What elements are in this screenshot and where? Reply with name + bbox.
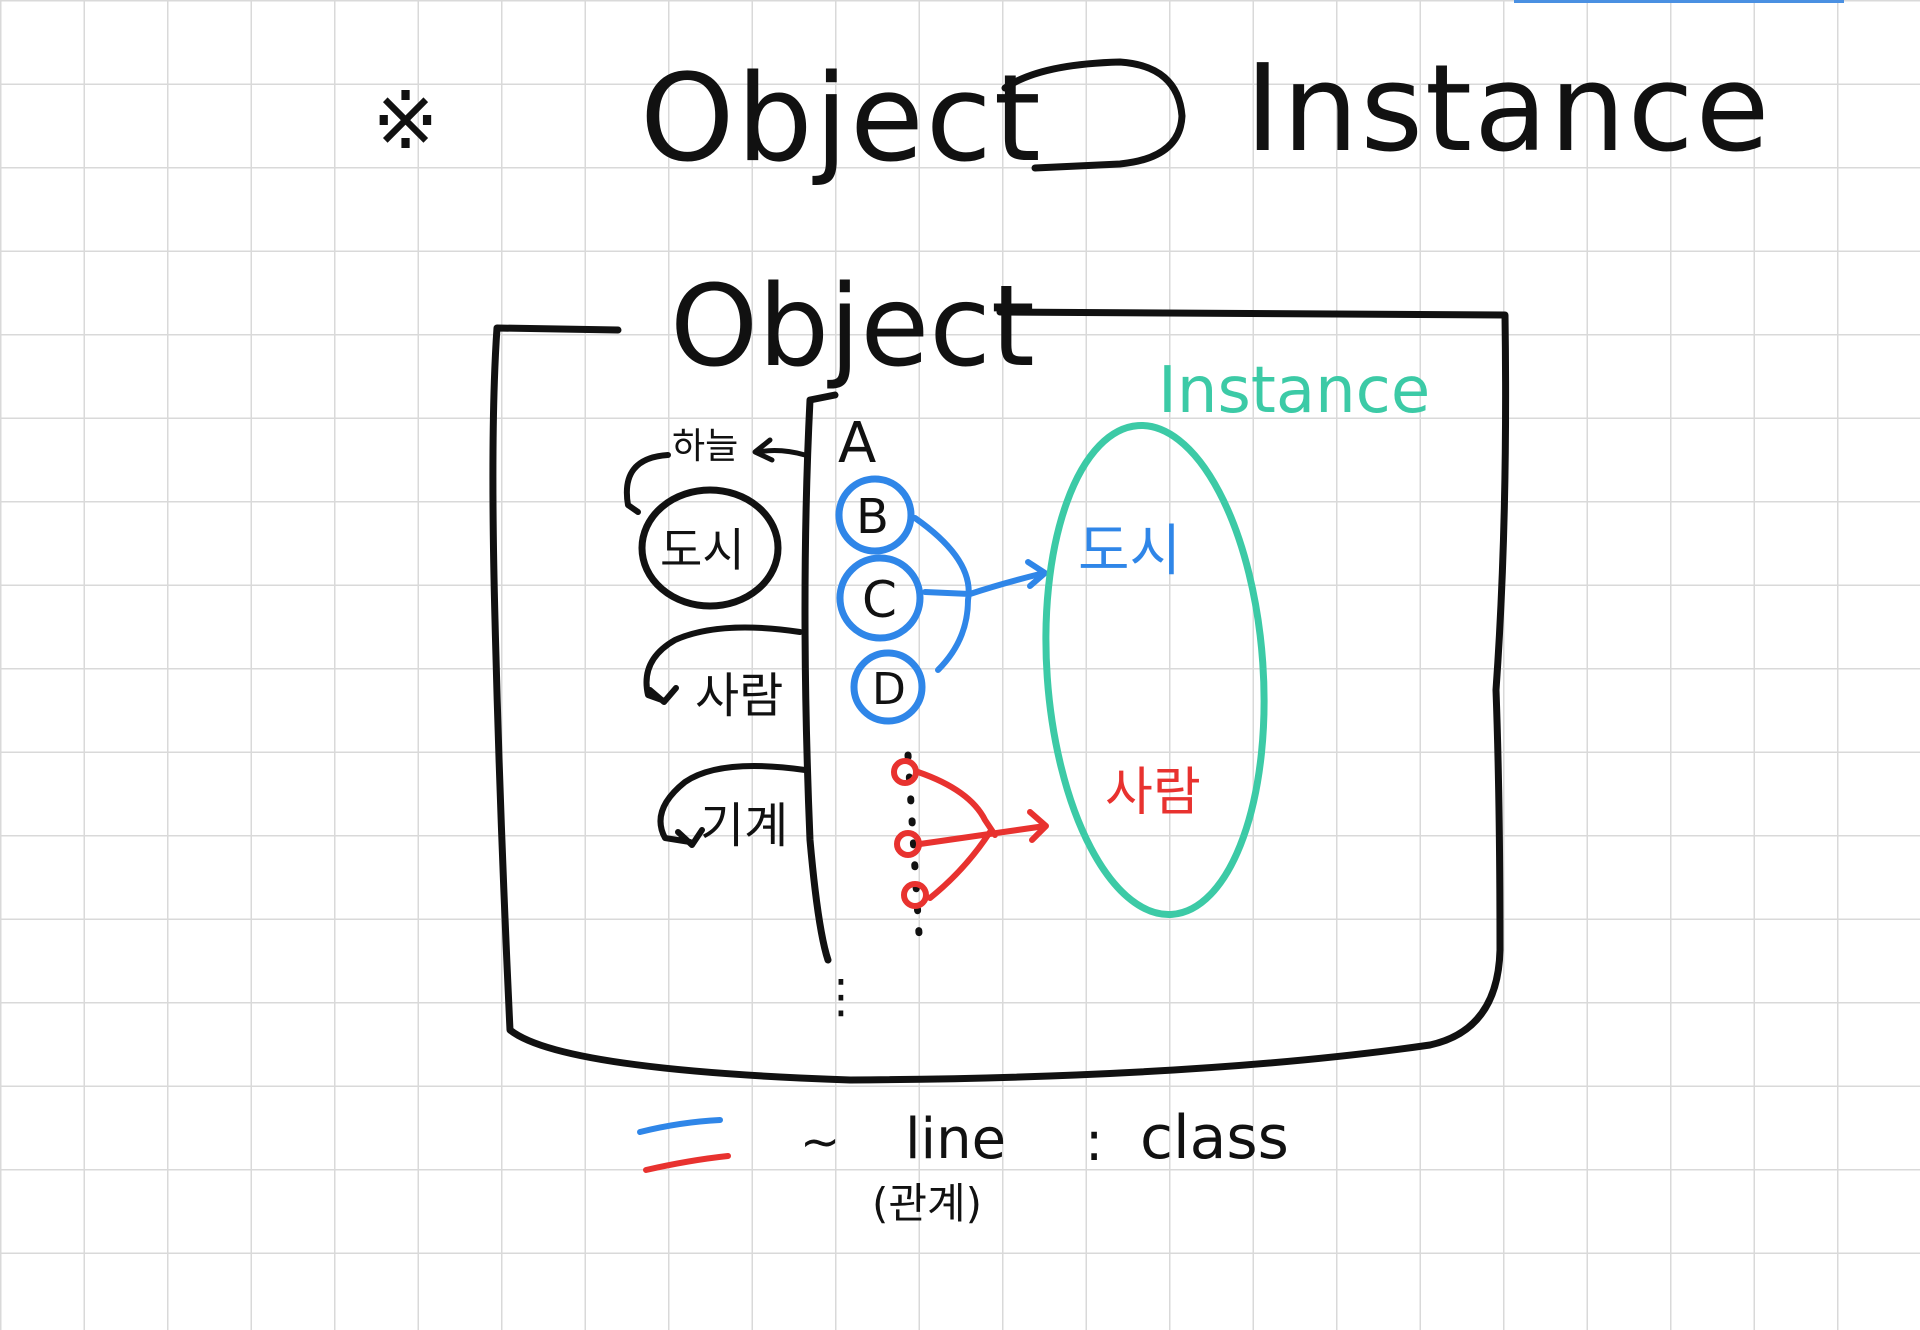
column-item-d: D [872,664,906,715]
left-list-item-arrow [643,624,803,705]
red-node [901,881,929,909]
object-box-label: Object [670,262,1035,392]
legend-blue-line [637,1117,723,1135]
left-list-item-arrow [657,763,808,848]
column-item-a: A [838,411,876,476]
left-list-header-hook [623,452,671,515]
column-ellipsis: ⋮ [818,969,864,1023]
left-list-item: 도시 [660,523,745,577]
left-list-header-arrow [752,437,808,463]
legend-relation-label: (관계) [872,1179,982,1228]
object-box-outline [489,308,1510,1084]
header-object-text: Object [640,50,1043,189]
blue-relation-brace [912,515,1043,673]
red-relation-arrowhead [1027,809,1049,843]
blue-relation-arrowhead [1025,559,1048,589]
instance-label: Instance [1158,354,1430,428]
superset-symbol [1001,58,1186,172]
left-list-item: 기계 [700,798,788,854]
top-scroll-indicator [1514,0,1844,3]
red-node [891,758,919,786]
left-list-item: 사람 [695,668,783,724]
legend-class-label: class [1140,1103,1289,1173]
reference-marker: ※ [372,74,439,167]
header-instance-text: Instance [1245,40,1771,179]
legend-line-label: line [905,1107,1006,1172]
instance-blue-item: 도시 [1078,519,1181,584]
legend-colon: : [1085,1110,1103,1173]
column-item-c-circle [836,554,924,642]
instance-ellipse [1042,421,1268,919]
column-item-b: B [856,489,889,545]
column-divider-line [801,391,839,964]
column-item-c: C [862,571,897,629]
column-item-d-circle [850,649,926,725]
legend-red-line [643,1153,731,1173]
left-list-item-circle [638,486,782,610]
column-item-b-circle [835,475,915,555]
red-relation-lines [915,769,1048,901]
instance-red-item: 사람 [1105,763,1201,823]
left-list-header: 하늘 [672,426,738,467]
legend-tilde: ~ [800,1114,840,1170]
